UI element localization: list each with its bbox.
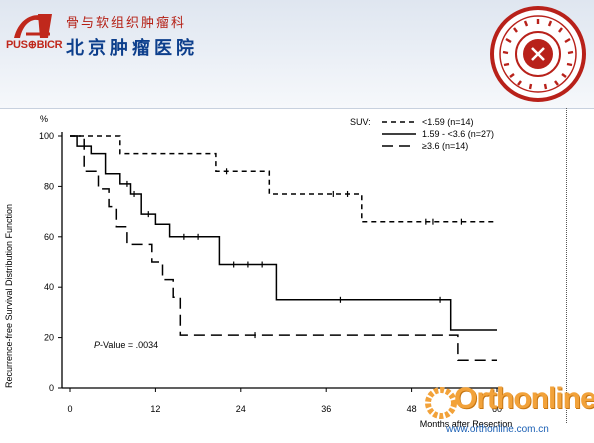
x-tick-label: 36	[321, 404, 331, 414]
slide-frame-line	[566, 108, 568, 423]
series-line-0	[70, 135, 497, 223]
chart-legend: SUV: <1.59 (n=14) 1.59 - <3.6 (n=27) ≥3.6 (…	[350, 117, 494, 151]
department-name: 骨与软组织肿瘤科	[66, 16, 187, 31]
x-tick-label: 48	[407, 404, 417, 414]
y-tick-label: 100	[39, 131, 54, 141]
y-tick-label: 60	[44, 232, 54, 242]
hospital-seal	[490, 6, 586, 102]
x-tick-label: 60	[492, 404, 502, 414]
logo-text: PUS⊕BICR	[6, 39, 63, 51]
legend-label-1: 1.59 - <3.6 (n=27)	[422, 129, 494, 139]
watermark-ring-icon	[425, 387, 457, 419]
chart-curves	[70, 135, 497, 362]
y-tick-label: 20	[44, 333, 54, 343]
chart-ticks: 0 20 40 60 80 100 0 12 24 36 48 60	[39, 131, 502, 414]
watermark: Orthonline www.orthonline.com.cn	[424, 380, 594, 440]
y-axis-label: Recurrence-free Survival Distribution Fu…	[4, 204, 14, 388]
p-value-annotation: P-Value = .0034	[94, 340, 158, 350]
x-axis-label: Months after Resection	[420, 419, 513, 429]
x-tick-label: 0	[67, 404, 72, 414]
y-tick-label: 80	[44, 181, 54, 191]
hospital-logo	[14, 14, 52, 38]
chart-axes	[61, 132, 503, 389]
y-tick-label: 40	[44, 282, 54, 292]
x-tick-label: 12	[150, 404, 160, 414]
kaplan-meier-chart: 0 20 40 60 80 100 0 12 24 36 48 60 SUV: <1.59 (n=14)…	[4, 114, 513, 429]
x-tick-label: 24	[236, 404, 246, 414]
series-line-1	[70, 135, 497, 331]
y-tick-label: 0	[49, 383, 54, 393]
watermark-brand: Orthonline	[454, 382, 594, 415]
legend-label-2: ≥3.6 (n=14)	[422, 141, 468, 151]
watermark-url: www.orthonline.com.cn	[446, 424, 549, 435]
legend-title: SUV:	[350, 117, 371, 127]
series-line-2	[70, 135, 497, 362]
legend-label-0: <1.59 (n=14)	[422, 117, 474, 127]
header-banner: PUS⊕BICR 骨与软组织肿瘤科 北京肿瘤医院	[0, 0, 594, 109]
hospital-name: 北京肿瘤医院	[66, 38, 198, 59]
y-axis-unit: %	[40, 114, 48, 124]
